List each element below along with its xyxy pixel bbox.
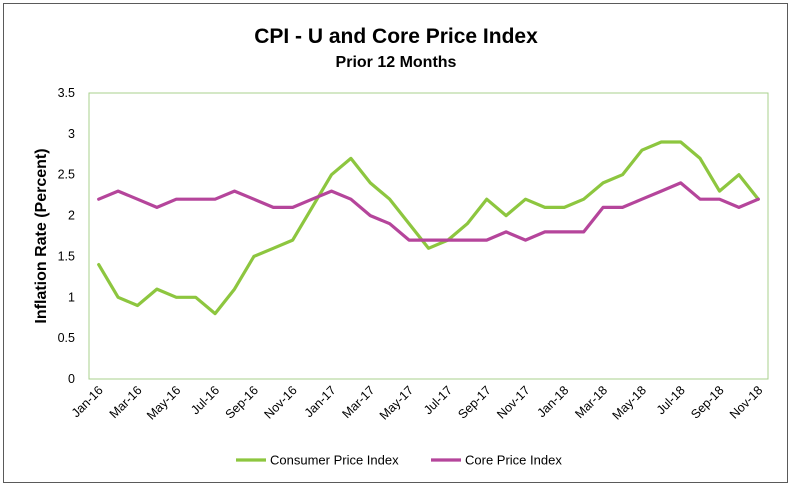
x-tick-label: May-16 — [144, 383, 183, 422]
x-tick-label: Mar-18 — [572, 383, 610, 421]
series-layer — [97, 140, 760, 316]
series-line-0 — [97, 140, 760, 316]
y-tick-label: 1 — [68, 290, 75, 304]
plot-area — [88, 92, 769, 380]
x-axis-ticks: Jan-16 Mar-16 May-16 Jul-16 Sep-16 Nov-16 Jan-… — [69, 383, 766, 422]
y-tick-label: 0 — [68, 372, 75, 386]
y-tick-label: 1.5 — [58, 249, 75, 263]
y-tick-label: 0.5 — [58, 331, 75, 345]
x-tick-label: Sep-18 — [688, 383, 726, 421]
y-tick-label: 2.5 — [58, 168, 75, 182]
chart-title: CPI - U and Core Price Index — [254, 25, 538, 48]
x-tick-label: Jul-16 — [188, 383, 222, 417]
y-tick-label: 3 — [68, 127, 75, 141]
chart-frame — [3, 3, 788, 483]
x-tick-label: Jul-17 — [421, 383, 455, 417]
x-tick-label: Mar-16 — [107, 383, 145, 421]
x-tick-label: Mar-17 — [340, 383, 378, 421]
legend: Consumer Price Index Core Price Index — [236, 453, 562, 468]
x-tick-label: May-18 — [610, 383, 649, 422]
y-axis-ticks: 0 0.5 1 1.5 2 2.5 3 3.5 — [58, 86, 75, 386]
x-tick-label: Jan-18 — [534, 383, 571, 420]
x-tick-label: Jan-16 — [69, 383, 106, 420]
x-tick-label: Jul-18 — [654, 383, 688, 417]
y-axis-label: Inflation Rate (Percent) — [33, 148, 50, 323]
x-tick-label: Sep-16 — [223, 383, 261, 421]
x-tick-label: Jan-17 — [302, 383, 339, 420]
series-line-1 — [97, 181, 760, 242]
x-tick-label: Nov-16 — [261, 383, 299, 421]
y-tick-label: 2 — [68, 209, 75, 223]
y-tick-label: 3.5 — [58, 86, 75, 100]
chart-subtitle: Prior 12 Months — [336, 54, 457, 71]
legend-label-1: Core Price Index — [465, 453, 562, 468]
x-tick-label: May-17 — [377, 383, 416, 422]
x-tick-label: Nov-18 — [727, 383, 765, 421]
legend-label-0: Consumer Price Index — [270, 453, 399, 468]
x-tick-label: Nov-17 — [494, 383, 532, 421]
x-tick-label: Sep-17 — [455, 383, 493, 421]
